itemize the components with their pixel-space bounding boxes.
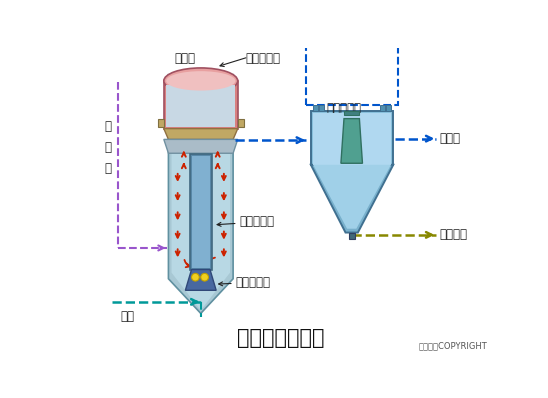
Text: 输送混合管: 输送混合管 — [236, 276, 270, 289]
Circle shape — [201, 273, 208, 281]
Text: 载体分离区: 载体分离区 — [246, 52, 281, 64]
Text: 气流动力流化床: 气流动力流化床 — [237, 328, 324, 348]
Polygon shape — [166, 85, 236, 127]
Polygon shape — [313, 165, 391, 229]
Polygon shape — [341, 119, 362, 163]
Bar — [313, 105, 318, 111]
Bar — [344, 111, 359, 115]
Text: 污泥排放: 污泥排放 — [439, 228, 467, 241]
Bar — [306, 0, 398, 105]
Bar — [238, 119, 244, 127]
Text: 二次沉淀齿: 二次沉淀齿 — [327, 101, 362, 115]
Bar — [349, 232, 355, 239]
Ellipse shape — [166, 71, 236, 91]
Polygon shape — [185, 269, 216, 290]
Text: 东方仿真COPYRIGHT: 东方仿真COPYRIGHT — [419, 341, 487, 350]
Ellipse shape — [164, 68, 238, 94]
Polygon shape — [313, 113, 391, 165]
Bar — [386, 105, 391, 111]
Polygon shape — [164, 81, 238, 129]
Bar — [158, 119, 164, 127]
Text: 空气: 空气 — [120, 310, 134, 322]
Polygon shape — [164, 139, 238, 153]
Polygon shape — [168, 75, 233, 313]
Bar — [319, 105, 324, 111]
Text: 硫化床: 硫化床 — [175, 52, 196, 64]
Polygon shape — [172, 78, 230, 310]
Text: 处理水: 处理水 — [439, 132, 460, 145]
Text: 载体下降区: 载体下降区 — [239, 215, 274, 228]
Text: 原
污
水: 原 污 水 — [105, 120, 111, 176]
Circle shape — [192, 273, 199, 281]
Polygon shape — [311, 165, 393, 232]
Polygon shape — [311, 111, 393, 165]
Polygon shape — [164, 129, 238, 139]
Polygon shape — [192, 156, 210, 268]
Bar — [380, 105, 385, 111]
Polygon shape — [190, 154, 212, 269]
